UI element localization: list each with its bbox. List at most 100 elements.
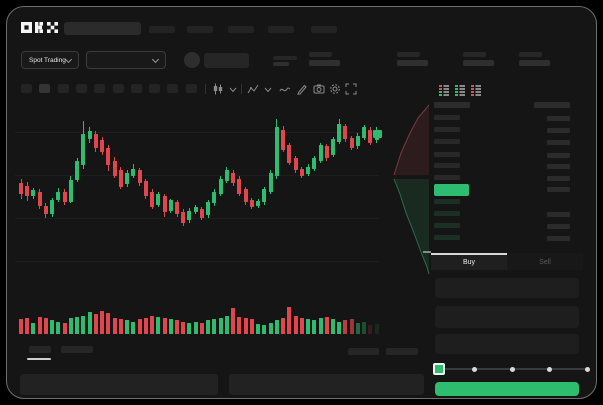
ask-price-bar[interactable] (434, 127, 460, 132)
candle (318, 145, 323, 161)
orderbook-amount-bar (547, 187, 570, 192)
timeframe-button[interactable] (130, 84, 142, 93)
indicators-icon[interactable] (247, 83, 259, 95)
market-type-selector[interactable]: Spot Trading (21, 51, 79, 69)
volume-bar (218, 318, 223, 334)
slider-stop[interactable] (547, 366, 552, 372)
volume-bar (324, 316, 329, 334)
candle (162, 196, 167, 212)
slider-stop[interactable] (472, 366, 477, 372)
timeframe-button[interactable] (57, 84, 69, 93)
timeframe-button[interactable] (39, 84, 51, 93)
book-combined-icon[interactable] (438, 83, 450, 96)
bid-price-bar[interactable] (434, 235, 460, 240)
nav-item[interactable] (187, 26, 213, 33)
gridline (15, 132, 379, 133)
candle (281, 129, 286, 150)
bid-price-bar[interactable] (434, 199, 460, 204)
line-tool-icon[interactable] (279, 85, 291, 97)
ask-amount-bar (547, 116, 570, 121)
orderbook-last-price[interactable] (434, 184, 469, 196)
nav-item[interactable] (311, 26, 337, 33)
timeframe-button[interactable] (112, 84, 124, 93)
stat-label (519, 52, 542, 57)
candle (312, 158, 317, 169)
chevron-down-icon[interactable] (263, 86, 275, 98)
volume-bar (81, 315, 86, 334)
nav-item[interactable] (228, 26, 254, 33)
divider (205, 84, 206, 94)
candle (150, 191, 155, 208)
volume-bar (243, 318, 248, 334)
gridline (15, 175, 379, 176)
ask-price-bar[interactable] (434, 139, 460, 144)
tab-buy[interactable]: Buy (431, 253, 507, 270)
order-price-field[interactable] (435, 278, 579, 298)
bid-price-bar[interactable] (434, 223, 460, 228)
book-bids-only-icon[interactable] (454, 83, 466, 96)
volume-bar (131, 321, 136, 334)
order-total-field[interactable] (435, 334, 579, 354)
candle-type-icon[interactable] (212, 83, 224, 95)
coin-icon (184, 52, 200, 68)
nav-item[interactable] (149, 26, 175, 33)
buy-submit-button[interactable] (435, 382, 579, 396)
volume-bar (281, 318, 286, 334)
timeframe-button[interactable] (185, 84, 197, 93)
settings-icon[interactable] (329, 83, 341, 95)
amount-slider-handle[interactable] (433, 363, 445, 375)
bottom-tab-active[interactable] (29, 346, 51, 353)
volume-bar (31, 322, 36, 334)
price-placeholder (204, 53, 249, 68)
volume-bar (249, 319, 254, 334)
bottom-chip[interactable] (348, 348, 379, 355)
candle (362, 127, 367, 139)
volume-bar (212, 319, 217, 334)
timeframe-button[interactable] (167, 84, 179, 93)
order-amount-field[interactable] (435, 306, 579, 328)
candle (87, 130, 92, 140)
candle (25, 185, 30, 197)
volume-bar (237, 316, 242, 334)
candle (368, 129, 373, 143)
bottom-chip[interactable] (386, 348, 418, 355)
stat-value (309, 60, 340, 66)
candle (143, 180, 148, 197)
candle (31, 190, 36, 197)
candle (56, 191, 61, 200)
book-asks-only-icon[interactable] (470, 83, 482, 96)
ask-price-bar[interactable] (434, 152, 460, 157)
volume-bar (199, 322, 204, 334)
volume-bar (206, 320, 211, 334)
candle (193, 207, 198, 212)
timeframe-button[interactable] (94, 84, 106, 93)
volume-bar (68, 318, 73, 334)
slider-stop[interactable] (584, 366, 590, 372)
ask-price-bar[interactable] (434, 163, 460, 168)
candle (218, 178, 223, 194)
ask-price-bar[interactable] (434, 175, 460, 180)
timeframe-button[interactable] (21, 84, 32, 93)
tab-sell[interactable]: Sell (507, 253, 583, 270)
draw-tool-icon[interactable] (296, 83, 308, 95)
ask-amount-bar (547, 176, 570, 181)
ask-price-bar[interactable] (434, 115, 460, 120)
bottom-tab[interactable] (61, 346, 93, 353)
candle (343, 126, 348, 140)
change-stat-label (273, 56, 297, 60)
timeframe-button[interactable] (149, 84, 161, 93)
volume-bar (143, 318, 148, 334)
search-input[interactable] (64, 22, 141, 35)
slider-stop[interactable] (509, 366, 515, 372)
chevron-down-icon[interactable] (228, 86, 240, 98)
pair-selector[interactable] (86, 51, 166, 69)
candle (293, 158, 298, 171)
volume-bar (331, 319, 335, 334)
candle (256, 201, 261, 206)
timeframe-button[interactable] (75, 84, 87, 93)
okx-logo (21, 21, 61, 34)
nav-item[interactable] (268, 26, 294, 33)
bid-price-bar[interactable] (434, 211, 460, 216)
fullscreen-icon[interactable] (345, 83, 357, 95)
camera-icon[interactable] (313, 83, 325, 95)
